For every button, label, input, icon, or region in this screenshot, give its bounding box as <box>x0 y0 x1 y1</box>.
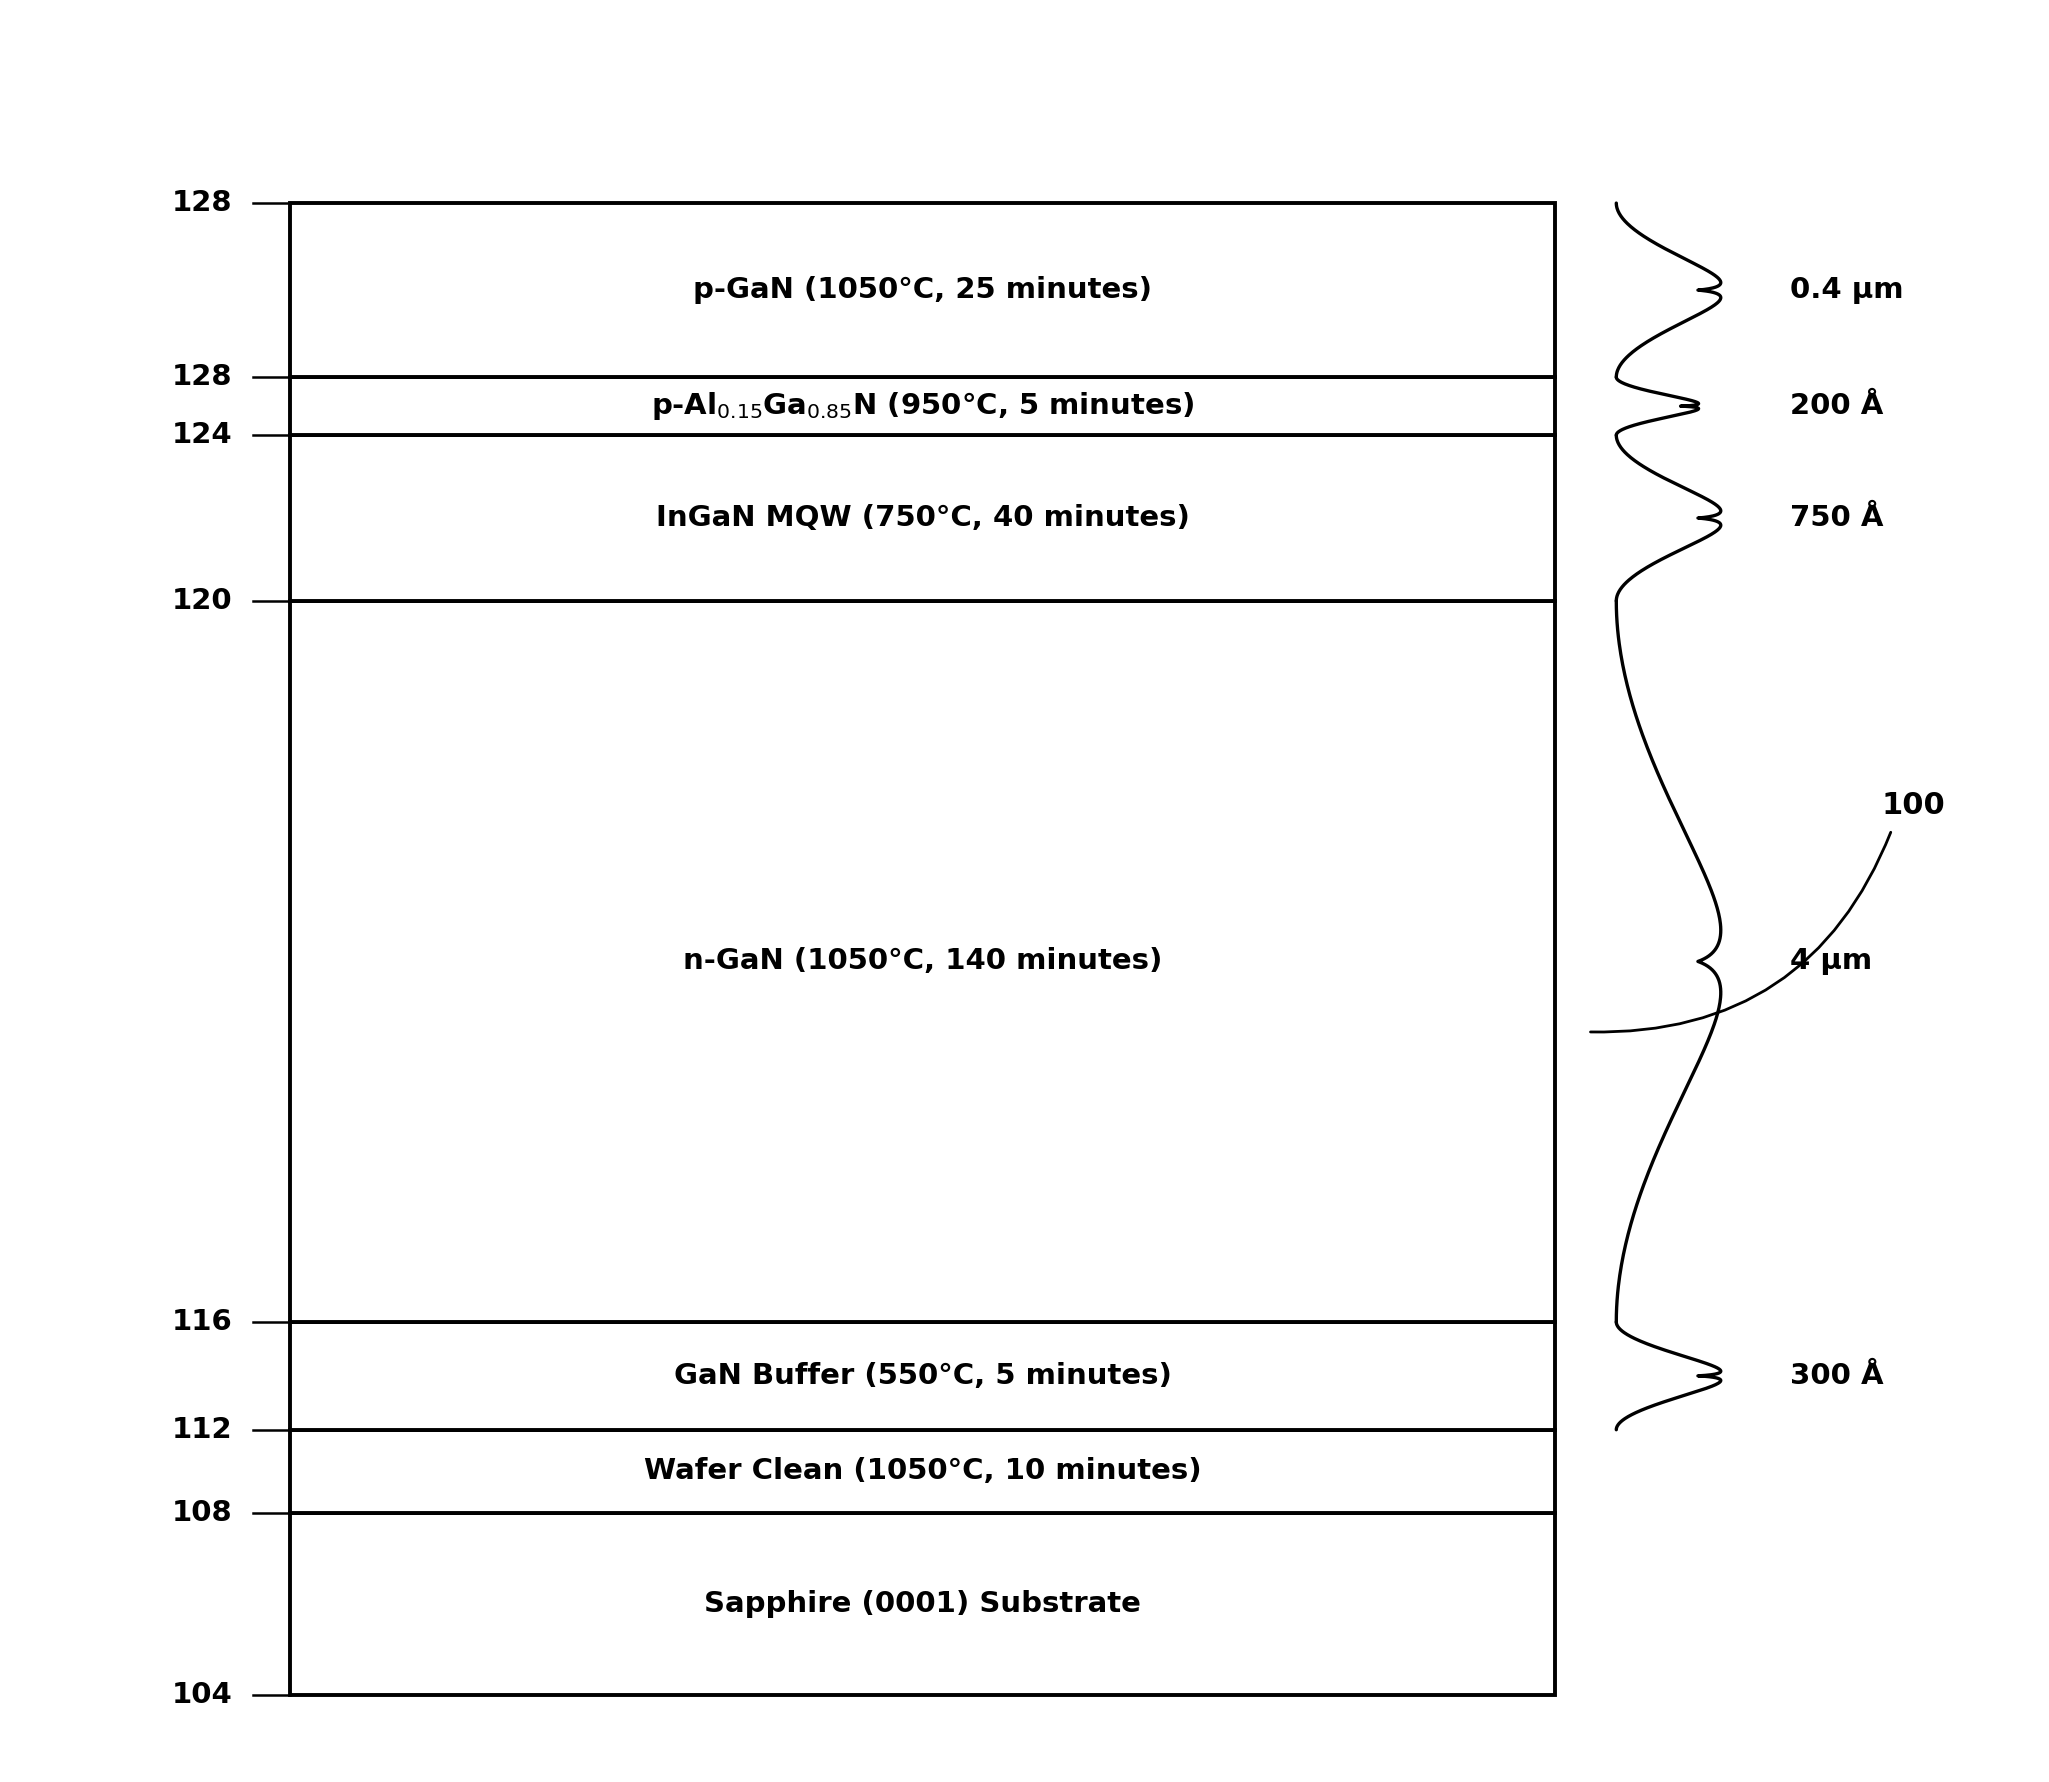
Text: Sapphire (0001) Substrate: Sapphire (0001) Substrate <box>705 1590 1141 1618</box>
Bar <box>289 203 1555 378</box>
Text: Wafer Clean (1050°C, 10 minutes): Wafer Clean (1050°C, 10 minutes) <box>643 1458 1201 1484</box>
Text: InGaN MQW (750°C, 40 minutes): InGaN MQW (750°C, 40 minutes) <box>656 504 1188 533</box>
Text: 116: 116 <box>172 1308 234 1336</box>
Text: 120: 120 <box>172 586 234 615</box>
Bar <box>289 1429 1555 1513</box>
Text: 750 Å: 750 Å <box>1789 504 1883 533</box>
Text: p-Al$_{0.15}$Ga$_{0.85}$N (950°C, 5 minutes): p-Al$_{0.15}$Ga$_{0.85}$N (950°C, 5 minu… <box>652 390 1195 422</box>
Text: n-GaN (1050°C, 140 minutes): n-GaN (1050°C, 140 minutes) <box>682 948 1162 975</box>
Bar <box>289 601 1555 1322</box>
Text: 100: 100 <box>1881 791 1945 820</box>
Text: 4 μm: 4 μm <box>1789 948 1873 975</box>
Text: 0.4 μm: 0.4 μm <box>1789 276 1904 305</box>
Text: 104: 104 <box>172 1680 234 1709</box>
Bar <box>289 435 1555 601</box>
Bar <box>289 1322 1555 1429</box>
Text: 108: 108 <box>172 1499 234 1527</box>
Text: 112: 112 <box>172 1415 234 1443</box>
Bar <box>289 1513 1555 1695</box>
Text: GaN Buffer (550°C, 5 minutes): GaN Buffer (550°C, 5 minutes) <box>674 1361 1172 1390</box>
Text: 128: 128 <box>172 189 234 217</box>
Text: p-GaN (1050°C, 25 minutes): p-GaN (1050°C, 25 minutes) <box>693 276 1152 305</box>
Bar <box>289 378 1555 435</box>
Text: 200 Å: 200 Å <box>1789 392 1883 421</box>
Text: 128: 128 <box>172 364 234 390</box>
Text: 124: 124 <box>172 421 234 449</box>
Text: 300 Å: 300 Å <box>1789 1361 1883 1390</box>
